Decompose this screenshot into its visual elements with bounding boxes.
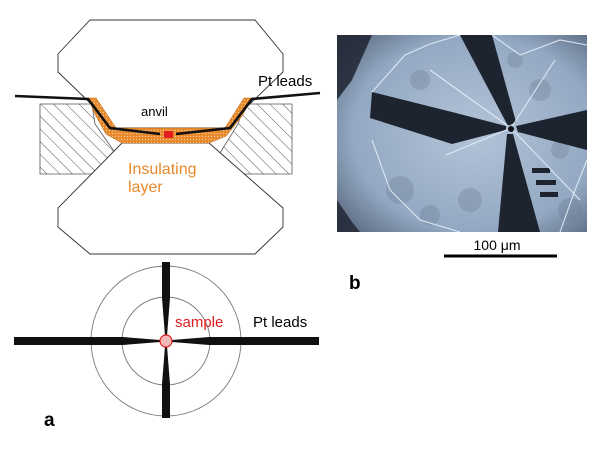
micro-lead-left	[370, 92, 506, 144]
sample-label: sample	[175, 314, 223, 331]
pt-lead-horizontal-right	[172, 337, 319, 345]
pt-lead-right	[175, 91, 321, 136]
gasket-right	[206, 103, 293, 175]
scale-bar-label: 100 μm	[474, 237, 521, 253]
gasket-left	[39, 103, 131, 175]
panel-b-micrograph	[337, 35, 587, 232]
pt-leads-bottom-label: Pt leads	[253, 314, 307, 331]
insulating-layer-label-line2: layer	[128, 179, 163, 196]
pt-leads-top-label: Pt leads	[258, 73, 312, 90]
pt-lead-vertical-top	[162, 262, 170, 336]
anvil-label: anvil	[141, 104, 168, 119]
micro-lead-top	[460, 35, 516, 126]
panel-a-letter: a	[44, 410, 55, 431]
pt-lead-vertical-bottom	[162, 346, 170, 418]
panel-b-letter: b	[349, 273, 361, 294]
lower-anvil	[57, 142, 284, 255]
panel-a-cross-section: anvil Pt leads Insulating layer	[14, 19, 321, 255]
sample-top-view	[159, 334, 173, 348]
sample-cross-section	[164, 131, 173, 138]
pt-lead-horizontal-left	[14, 337, 160, 345]
micro-lead-right	[516, 110, 587, 150]
insulating-layer-label-line1: Insulating	[128, 161, 197, 178]
panel-a-top-view: sample Pt leads	[14, 262, 319, 418]
pt-lead-left	[14, 94, 161, 136]
micro-lead-bottom	[498, 134, 540, 232]
